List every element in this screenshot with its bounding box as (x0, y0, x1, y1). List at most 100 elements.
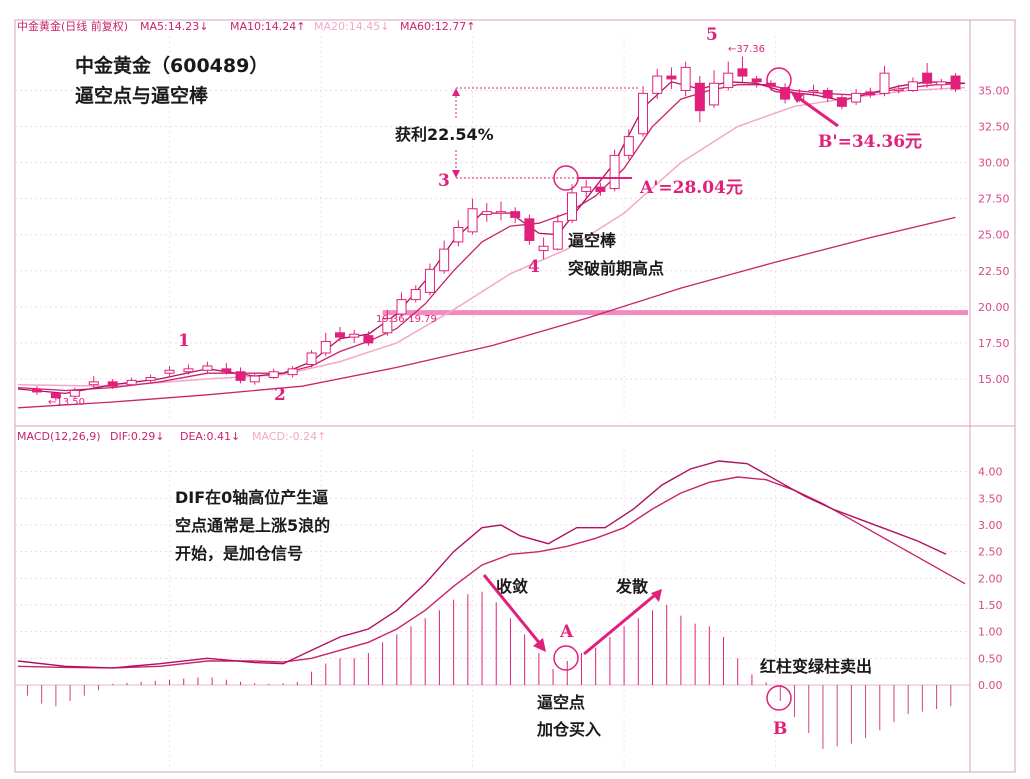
header-dif: DIF:0.29↓ (110, 430, 165, 443)
profit-label: 获利22.54% (395, 125, 494, 144)
a-prime-label: A'=28.04元 (639, 178, 743, 198)
candle (865, 87, 876, 98)
candle-body (439, 248, 450, 272)
candle (680, 61, 691, 97)
wave-5: 5 (706, 25, 718, 45)
candle-body (453, 227, 464, 243)
candle (349, 329, 360, 343)
sell-label: 红柱变绿柱卖出 (760, 657, 872, 676)
candle (751, 76, 762, 88)
candle-body (851, 92, 862, 103)
header-ma60: MA60:12.77↑ (400, 20, 475, 33)
candle-body (936, 81, 947, 86)
point-b-prime-circle (766, 67, 792, 93)
candle (249, 373, 260, 385)
macd-bars (15, 591, 970, 749)
price-axis: 15.00 17.50 20.00 22.50 25.00 27.50 30.00 32.50… (978, 84, 1010, 385)
candle (808, 84, 819, 97)
candle-body (467, 208, 478, 233)
candle (145, 374, 156, 384)
candle-body (822, 89, 833, 99)
candle (410, 285, 421, 303)
price-tick-label: 27.50 (978, 193, 1010, 206)
candle (235, 367, 246, 384)
candle-body (879, 72, 890, 94)
candle-body (145, 377, 156, 381)
candle (623, 129, 634, 160)
price-tick-label: 35.00 (978, 84, 1010, 97)
candle-body (202, 365, 213, 371)
candle-body (221, 368, 232, 373)
candle-body (638, 92, 649, 135)
header-ma10: MA10:14.24↑ (230, 20, 305, 33)
candle-body (680, 66, 691, 91)
candle (879, 65, 890, 97)
candle (363, 331, 374, 346)
candle-body (566, 192, 577, 221)
candle-body (751, 78, 762, 83)
price-tick-label: 15.00 (978, 373, 1010, 386)
candle (836, 94, 847, 110)
candle (320, 332, 331, 356)
candle (652, 68, 663, 100)
high-price-label: ←37.36 (728, 44, 765, 55)
dif-note-line-3: 开始，是加仓信号 (175, 544, 303, 563)
candle (481, 202, 492, 222)
macd-tick-label: 2.00 (978, 572, 1003, 585)
dif-note-line-1: DIF在0轴高位产生逼 (175, 488, 328, 507)
candle-body (950, 75, 961, 90)
candle (107, 378, 118, 390)
candle-body (552, 221, 563, 250)
diverge-arrow (583, 593, 656, 656)
candle-body (107, 381, 118, 387)
candle (723, 61, 734, 91)
candle (221, 363, 232, 375)
candle-body (780, 87, 791, 100)
candle-body (306, 352, 317, 366)
price-tick-label: 20.00 (978, 301, 1010, 314)
candle (566, 184, 577, 224)
candle (287, 365, 298, 378)
candle-body (709, 82, 720, 106)
candle-body (50, 392, 61, 399)
candle (126, 377, 137, 387)
candle-body (69, 389, 80, 397)
header-ma5: MA5:14.23↓ (140, 20, 208, 33)
candle (936, 78, 947, 90)
candle (638, 86, 649, 137)
header-dea: DEA:0.41↓ (180, 430, 240, 443)
candle-body (126, 379, 137, 386)
candle-body (723, 72, 734, 89)
candle (50, 391, 61, 401)
ma60-line (17, 216, 956, 409)
buy-label-2: 加仓买入 (536, 720, 601, 739)
candle-body (737, 68, 748, 77)
price-tick-label: 25.00 (978, 229, 1010, 242)
price-tick-label: 32.50 (978, 121, 1010, 134)
candle (950, 73, 961, 92)
macd-axis: 0.00 0.50 1.00 1.50 2.00 2.50 3.00 3.50 4.00 (978, 466, 1003, 692)
macd-tick-label: 3.00 (978, 519, 1003, 532)
macd-tick-label: 3.50 (978, 492, 1003, 505)
candle-body (31, 388, 42, 393)
chart-title-1: 中金黄金（600489） (75, 54, 268, 77)
candle-body (581, 186, 592, 192)
wave-1: 1 (178, 331, 190, 351)
candle-body (808, 89, 819, 93)
candle (552, 214, 563, 251)
macd-tick-label: 0.00 (978, 679, 1003, 692)
candle-body (524, 218, 535, 241)
header-macd: MACD(12,26,9) (17, 430, 101, 443)
candle (382, 309, 393, 336)
candle (69, 387, 80, 398)
candle-body (865, 91, 876, 96)
candle-body (595, 186, 606, 192)
candle-body (510, 211, 521, 218)
candle (737, 56, 748, 82)
candle (609, 149, 620, 192)
b-prime-arrow (795, 94, 839, 128)
candle-body (481, 211, 492, 216)
header-macd-value: MACD:-0.24↑ (252, 430, 326, 443)
profit-arrow-up-head (452, 88, 460, 96)
candle-body (765, 82, 776, 87)
